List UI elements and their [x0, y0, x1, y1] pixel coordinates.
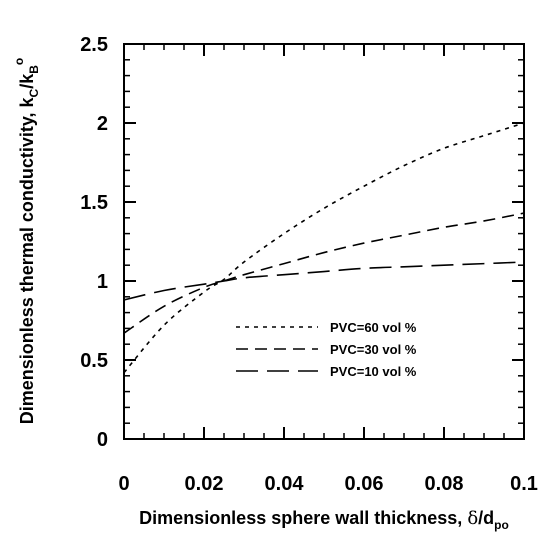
y-axis-label-sup: o	[12, 58, 26, 65]
y-tick-label: 0.5	[80, 350, 108, 372]
y-tick-label: 1.5	[80, 192, 108, 214]
y-tick-label: 1	[97, 271, 108, 293]
tick-labels: 0 0.02 0.04 0.06 0.08 0.1 0 0.5 1 1.5 2 2.5	[80, 34, 538, 495]
legend: PVC=60 vol % PVC=30 vol % PVC=10 vol %	[236, 320, 417, 379]
x-axis-label-sub: po	[494, 518, 509, 532]
x-tick-label: 0	[118, 473, 129, 495]
x-tick-label: 0.08	[425, 473, 464, 495]
y-tick-label: 2	[97, 113, 108, 135]
x-tick-label: 0.04	[265, 473, 305, 495]
series-lines	[123, 122, 525, 374]
x-tick-label: 0.02	[185, 473, 224, 495]
y-axis-label-sub1: C	[27, 88, 41, 97]
legend-label-1: PVC=60 vol %	[330, 320, 417, 335]
major-ticks	[123, 43, 525, 440]
y-tick-label: 0	[97, 429, 108, 451]
legend-label-2: PVC=30 vol %	[330, 342, 417, 357]
x-axis-label: Dimensionless sphere wall thickness, δ/d…	[139, 508, 509, 532]
series-line-2	[123, 212, 525, 334]
minor-ticks	[124, 44, 524, 439]
plot-frame	[123, 43, 525, 440]
y-axis-label-main: Dimensionless thermal conductivity, k	[17, 96, 37, 424]
x-axis-label-symbol: δ	[467, 508, 478, 529]
y-axis-label: Dimensionless thermal conductivity, kC/k…	[12, 58, 41, 424]
x-axis-label-main: Dimensionless sphere wall thickness,	[139, 508, 467, 528]
x-tick-label: 0.06	[345, 473, 384, 495]
legend-label-3: PVC=10 vol %	[330, 364, 417, 379]
series-line-3	[123, 261, 525, 301]
y-axis-label-mid: /k	[17, 73, 37, 89]
series-line-1	[123, 122, 525, 374]
x-axis-label-rest: /d	[478, 508, 494, 528]
y-tick-label: 2.5	[80, 34, 108, 56]
y-axis-label-sub2: B	[27, 65, 41, 74]
x-tick-label: 0.1	[510, 473, 538, 495]
